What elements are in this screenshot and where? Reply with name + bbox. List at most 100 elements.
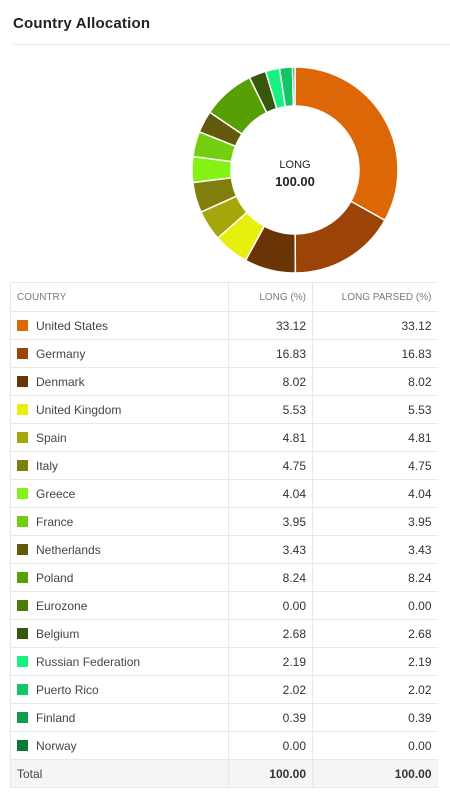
country-cell: Eurozone xyxy=(10,591,229,620)
legend-swatch xyxy=(17,459,28,471)
table-row[interactable]: Belgium 2.68 2.68 xyxy=(10,619,438,648)
country-cell: France xyxy=(10,507,229,536)
table-row[interactable]: Netherlands 3.43 3.43 xyxy=(10,535,438,564)
total-long-parsed: 100.00 xyxy=(312,759,438,788)
country-name: Eurozone xyxy=(36,598,88,613)
long-parsed-cell: 4.81 xyxy=(312,423,438,452)
table-row[interactable]: France 3.95 3.95 xyxy=(10,507,438,536)
legend-swatch xyxy=(17,431,28,443)
country-name: Netherlands xyxy=(36,542,101,557)
long-parsed-cell: 0.39 xyxy=(312,703,438,732)
legend-swatch xyxy=(17,571,28,583)
table-row[interactable]: Spain 4.81 4.81 xyxy=(10,423,438,452)
table-total-row: Total 100.00 100.00 xyxy=(10,759,438,788)
long-cell: 0.39 xyxy=(228,703,313,732)
long-cell: 4.75 xyxy=(228,451,313,480)
legend-swatch xyxy=(17,347,28,359)
legend-swatch xyxy=(17,403,28,415)
total-long: 100.00 xyxy=(228,759,313,788)
country-cell: Germany xyxy=(10,339,229,368)
country-cell: United Kingdom xyxy=(10,395,229,424)
table-row[interactable]: Germany 16.83 16.83 xyxy=(10,339,438,368)
country-cell: Greece xyxy=(10,479,229,508)
country-name: Finland xyxy=(36,710,76,725)
long-cell: 2.68 xyxy=(228,619,313,648)
table-row[interactable]: Puerto Rico 2.02 2.02 xyxy=(10,675,438,704)
country-name: Germany xyxy=(36,346,86,361)
long-parsed-cell: 2.68 xyxy=(312,619,438,648)
long-parsed-cell: 4.75 xyxy=(312,451,438,480)
country-cell: Denmark xyxy=(10,367,229,396)
country-cell: Norway xyxy=(10,731,229,760)
donut-center-label: LONG xyxy=(279,159,311,171)
country-name: France xyxy=(36,514,74,529)
long-parsed-cell: 3.95 xyxy=(312,507,438,536)
donut-slice-united-states[interactable] xyxy=(294,66,399,222)
long-parsed-cell: 5.53 xyxy=(312,395,438,424)
table-header-row: COUNTRY LONG (%) LONG PARSED (%) xyxy=(10,282,438,312)
table-row[interactable]: Finland 0.39 0.39 xyxy=(10,703,438,732)
country-name: Norway xyxy=(36,738,77,753)
table-row[interactable]: Poland 8.24 8.24 xyxy=(10,563,438,592)
header-long[interactable]: LONG (%) xyxy=(228,282,313,312)
country-name: Denmark xyxy=(36,374,85,389)
table-row[interactable]: Norway 0.00 0.00 xyxy=(10,731,438,760)
country-cell: Netherlands xyxy=(10,535,229,564)
long-parsed-cell: 3.43 xyxy=(312,535,438,564)
legend-swatch xyxy=(17,543,28,555)
table-row[interactable]: Denmark 8.02 8.02 xyxy=(10,367,438,396)
long-cell: 2.19 xyxy=(228,647,313,676)
long-parsed-cell: 2.19 xyxy=(312,647,438,676)
long-parsed-cell: 16.83 xyxy=(312,339,438,368)
country-name: Spain xyxy=(36,430,67,445)
table-row[interactable]: Greece 4.04 4.04 xyxy=(10,479,438,508)
country-name: United Kingdom xyxy=(36,402,122,417)
panel-title: Country Allocation xyxy=(13,15,151,32)
legend-swatch xyxy=(17,487,28,499)
country-name: Greece xyxy=(36,486,76,501)
country-cell: Finland xyxy=(10,703,229,732)
country-donut-chart xyxy=(191,66,399,274)
country-name: United States xyxy=(36,318,109,333)
country-name: Puerto Rico xyxy=(36,682,99,697)
legend-swatch xyxy=(17,739,28,751)
long-parsed-cell: 33.12 xyxy=(312,311,438,340)
country-cell: Poland xyxy=(10,563,229,592)
legend-swatch xyxy=(17,711,28,723)
legend-swatch xyxy=(17,683,28,695)
legend-swatch xyxy=(17,375,28,387)
donut-center-value: 100.00 xyxy=(275,174,315,189)
country-cell: Puerto Rico xyxy=(10,675,229,704)
header-long-parsed[interactable]: LONG PARSED (%) xyxy=(312,282,438,312)
long-cell: 3.43 xyxy=(228,535,313,564)
long-cell: 16.83 xyxy=(228,339,313,368)
country-cell: United States xyxy=(10,311,229,340)
table-row[interactable]: United States 33.12 33.12 xyxy=(10,311,438,340)
country-cell: Spain xyxy=(10,423,229,452)
legend-swatch xyxy=(17,319,28,331)
legend-swatch xyxy=(17,515,28,527)
table-row[interactable]: Italy 4.75 4.75 xyxy=(10,451,438,480)
long-cell: 5.53 xyxy=(228,395,313,424)
country-name: Italy xyxy=(36,458,59,473)
donut-slice-germany[interactable] xyxy=(294,200,386,274)
table-row[interactable]: United Kingdom 5.53 5.53 xyxy=(10,395,438,424)
table-row[interactable]: Russian Federation 2.19 2.19 xyxy=(10,647,438,676)
long-cell: 4.81 xyxy=(228,423,313,452)
long-parsed-cell: 0.00 xyxy=(312,731,438,760)
country-cell: Italy xyxy=(10,451,229,480)
long-cell: 3.95 xyxy=(228,507,313,536)
long-parsed-cell: 2.02 xyxy=(312,675,438,704)
country-cell: Belgium xyxy=(10,619,229,648)
table-row[interactable]: Eurozone 0.00 0.00 xyxy=(10,591,438,620)
legend-swatch xyxy=(17,655,28,667)
country-name: Russian Federation xyxy=(36,654,141,669)
long-cell: 8.02 xyxy=(228,367,313,396)
long-cell: 2.02 xyxy=(228,675,313,704)
long-cell: 4.04 xyxy=(228,479,313,508)
country-name: Belgium xyxy=(36,626,80,641)
country-name: Poland xyxy=(36,570,74,585)
donut-slice-finland[interactable] xyxy=(291,66,296,107)
long-parsed-cell: 4.04 xyxy=(312,479,438,508)
header-country[interactable]: COUNTRY xyxy=(10,282,229,312)
